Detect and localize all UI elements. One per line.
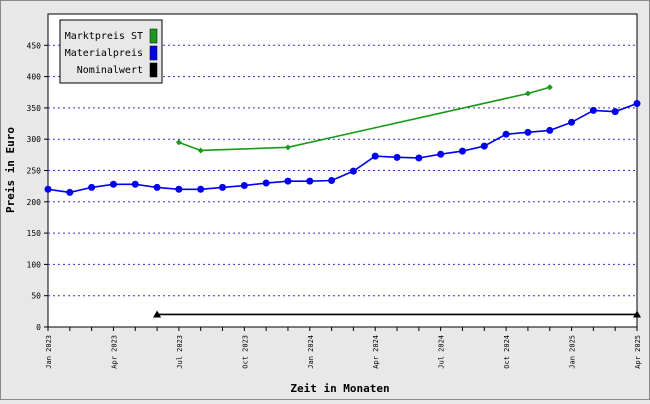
point <box>633 310 641 318</box>
x-axis-label: Zeit in Monaten <box>290 382 389 395</box>
y-tick-label: 250 <box>27 167 42 176</box>
point <box>546 126 554 134</box>
point <box>306 177 314 185</box>
point <box>437 150 445 158</box>
x-tick-label: Oct 2024 <box>503 335 511 369</box>
point <box>502 130 510 138</box>
y-tick-label: 350 <box>27 104 42 113</box>
point <box>197 147 204 154</box>
x-tick-label: Apr 2023 <box>110 335 118 369</box>
x-tick-label: Oct 2023 <box>241 335 249 369</box>
point <box>458 147 466 155</box>
legend-label: Nominalwert <box>77 65 143 76</box>
x-tick-label: Apr 2025 <box>634 335 642 369</box>
point <box>131 180 139 188</box>
point <box>66 188 74 196</box>
y-tick-label: 200 <box>27 198 42 207</box>
point <box>524 128 532 136</box>
x-tick-label: Jan 2025 <box>569 335 577 369</box>
legend-label: Materialpreis <box>65 48 143 59</box>
y-tick-label: 50 <box>31 292 41 301</box>
y-axis-label: Preis in Euro <box>4 127 17 213</box>
point <box>175 185 183 193</box>
point <box>88 183 96 191</box>
point <box>44 185 52 193</box>
legend: Marktpreis ST Materialpreis Nominalwert <box>59 19 163 84</box>
legend-swatch <box>149 28 158 44</box>
point <box>109 180 117 188</box>
y-tick-label: 400 <box>27 73 42 82</box>
y-tick-label: 100 <box>27 260 42 269</box>
point <box>240 182 248 190</box>
x-tick-label: Jul 2024 <box>438 335 446 369</box>
point <box>284 177 292 185</box>
series-line <box>47 102 638 194</box>
y-tick-label: 150 <box>27 229 42 238</box>
legend-label: Marktpreis ST <box>65 31 143 42</box>
point <box>589 106 597 114</box>
x-tick-label: Jul 2023 <box>176 335 184 369</box>
y-tick-label: 300 <box>27 135 42 144</box>
legend-swatch <box>149 45 158 61</box>
point <box>480 142 488 150</box>
point <box>546 84 553 91</box>
point <box>633 100 641 108</box>
y-tick-label: 450 <box>27 41 42 50</box>
x-tick-label: Jan 2024 <box>307 335 315 369</box>
point <box>153 183 161 191</box>
point <box>524 90 531 97</box>
legend-swatch <box>149 62 158 78</box>
point <box>262 179 270 187</box>
x-tick-label: Jan 2023 <box>45 335 53 369</box>
legend-box <box>59 19 163 84</box>
point <box>328 177 336 185</box>
point <box>349 167 357 175</box>
point <box>219 183 227 191</box>
point <box>197 185 205 193</box>
point <box>175 139 182 146</box>
point <box>393 153 401 161</box>
point <box>284 144 291 151</box>
point <box>153 310 162 318</box>
point <box>371 152 379 160</box>
point <box>568 118 576 126</box>
y-tick-label: 0 <box>36 323 41 332</box>
x-tick-label: Apr 2024 <box>372 335 380 369</box>
point <box>611 108 619 116</box>
point <box>415 154 423 162</box>
